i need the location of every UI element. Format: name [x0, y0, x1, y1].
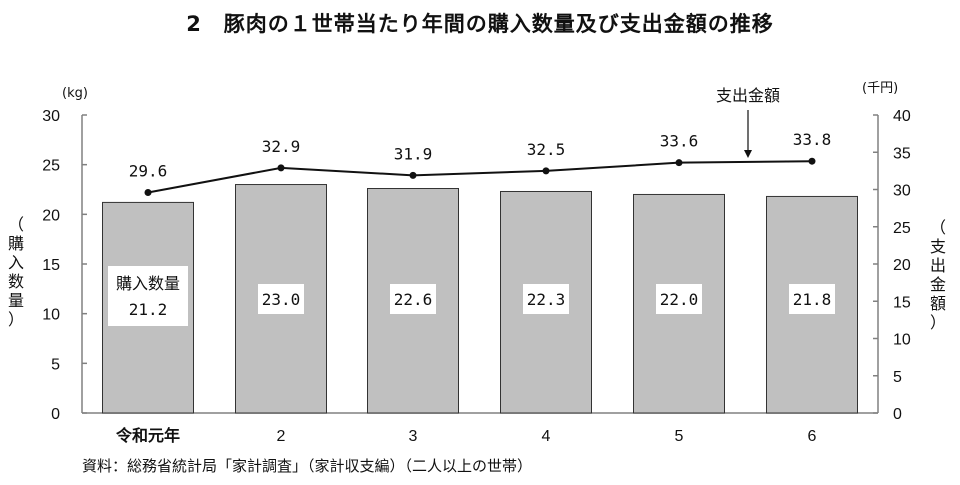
left-tick-label: 30 — [42, 108, 60, 125]
right-axis-unit: (千円) — [862, 81, 898, 96]
bar — [235, 184, 327, 414]
chart-title: 2 豚肉の１世帯当たり年間の購入数量及び支出金額の推移 — [186, 12, 774, 36]
source-note: 資料：総務省統計局「家計調査」（家計収支編）（二人以上の世帯） — [82, 457, 533, 475]
line-marker — [808, 157, 816, 165]
bar-value-label: 22.3 — [527, 290, 566, 309]
line-value-label: 32.5 — [527, 140, 566, 159]
annotation-arrow-head — [744, 150, 752, 158]
category-label: 5 — [675, 428, 684, 445]
bar-label-box — [390, 284, 436, 314]
category-label: 3 — [409, 428, 418, 445]
line-value-label: 33.8 — [793, 130, 832, 149]
bar-label-box — [523, 284, 569, 314]
bar-value-label: 21.2 — [129, 300, 168, 319]
right-tick-label: 20 — [893, 257, 911, 274]
bar-series-label: 購入数量 — [116, 275, 180, 293]
right-tick-label: 30 — [893, 183, 911, 200]
right-tick-label: 10 — [893, 332, 911, 349]
bar-label-box — [108, 266, 188, 326]
left-tick-label: 15 — [42, 257, 60, 274]
bar-value-label: 22.6 — [394, 290, 433, 309]
line-series-label: 支出金額 — [716, 87, 780, 105]
category-label: 2 — [277, 428, 286, 445]
line-marker — [542, 167, 550, 175]
left-axis-unit: (kg) — [62, 86, 88, 101]
left-tick-label: 5 — [51, 356, 60, 373]
line-value-label: 31.9 — [394, 144, 433, 163]
right-tick-label: 0 — [893, 406, 902, 423]
right-tick-label: 40 — [893, 108, 911, 125]
left-tick-label: 0 — [51, 406, 60, 423]
line-value-label: 32.9 — [262, 137, 301, 156]
right-tick-label: 5 — [893, 369, 902, 386]
left-tick-label: 25 — [42, 158, 60, 175]
line-value-label: 29.6 — [129, 161, 168, 180]
category-label: 4 — [542, 428, 551, 445]
line-value-label: 33.6 — [660, 132, 699, 151]
expenditure-line — [147, 160, 813, 194]
bar-value-label: 23.0 — [262, 290, 301, 309]
left-axis-label: （購入数量） — [7, 215, 24, 329]
left-tick-label: 20 — [42, 207, 60, 224]
left-tick-label: 10 — [42, 307, 60, 324]
bar-label-box — [258, 284, 304, 314]
line-marker — [675, 159, 683, 167]
bar-label-box — [789, 284, 835, 314]
bar-label-box — [656, 284, 702, 314]
right-axis-label: （支出金額） — [929, 218, 946, 332]
category-label: 6 — [808, 428, 817, 445]
line-marker — [277, 164, 285, 172]
line-marker — [144, 188, 152, 196]
bar-value-label: 21.8 — [793, 290, 832, 309]
right-tick-label: 15 — [893, 294, 911, 311]
line-marker — [409, 171, 417, 179]
bar-value-label: 22.0 — [660, 290, 699, 309]
category-label: 令和元年 — [115, 426, 180, 445]
right-tick-label: 25 — [893, 220, 911, 237]
right-tick-label: 35 — [893, 145, 911, 162]
